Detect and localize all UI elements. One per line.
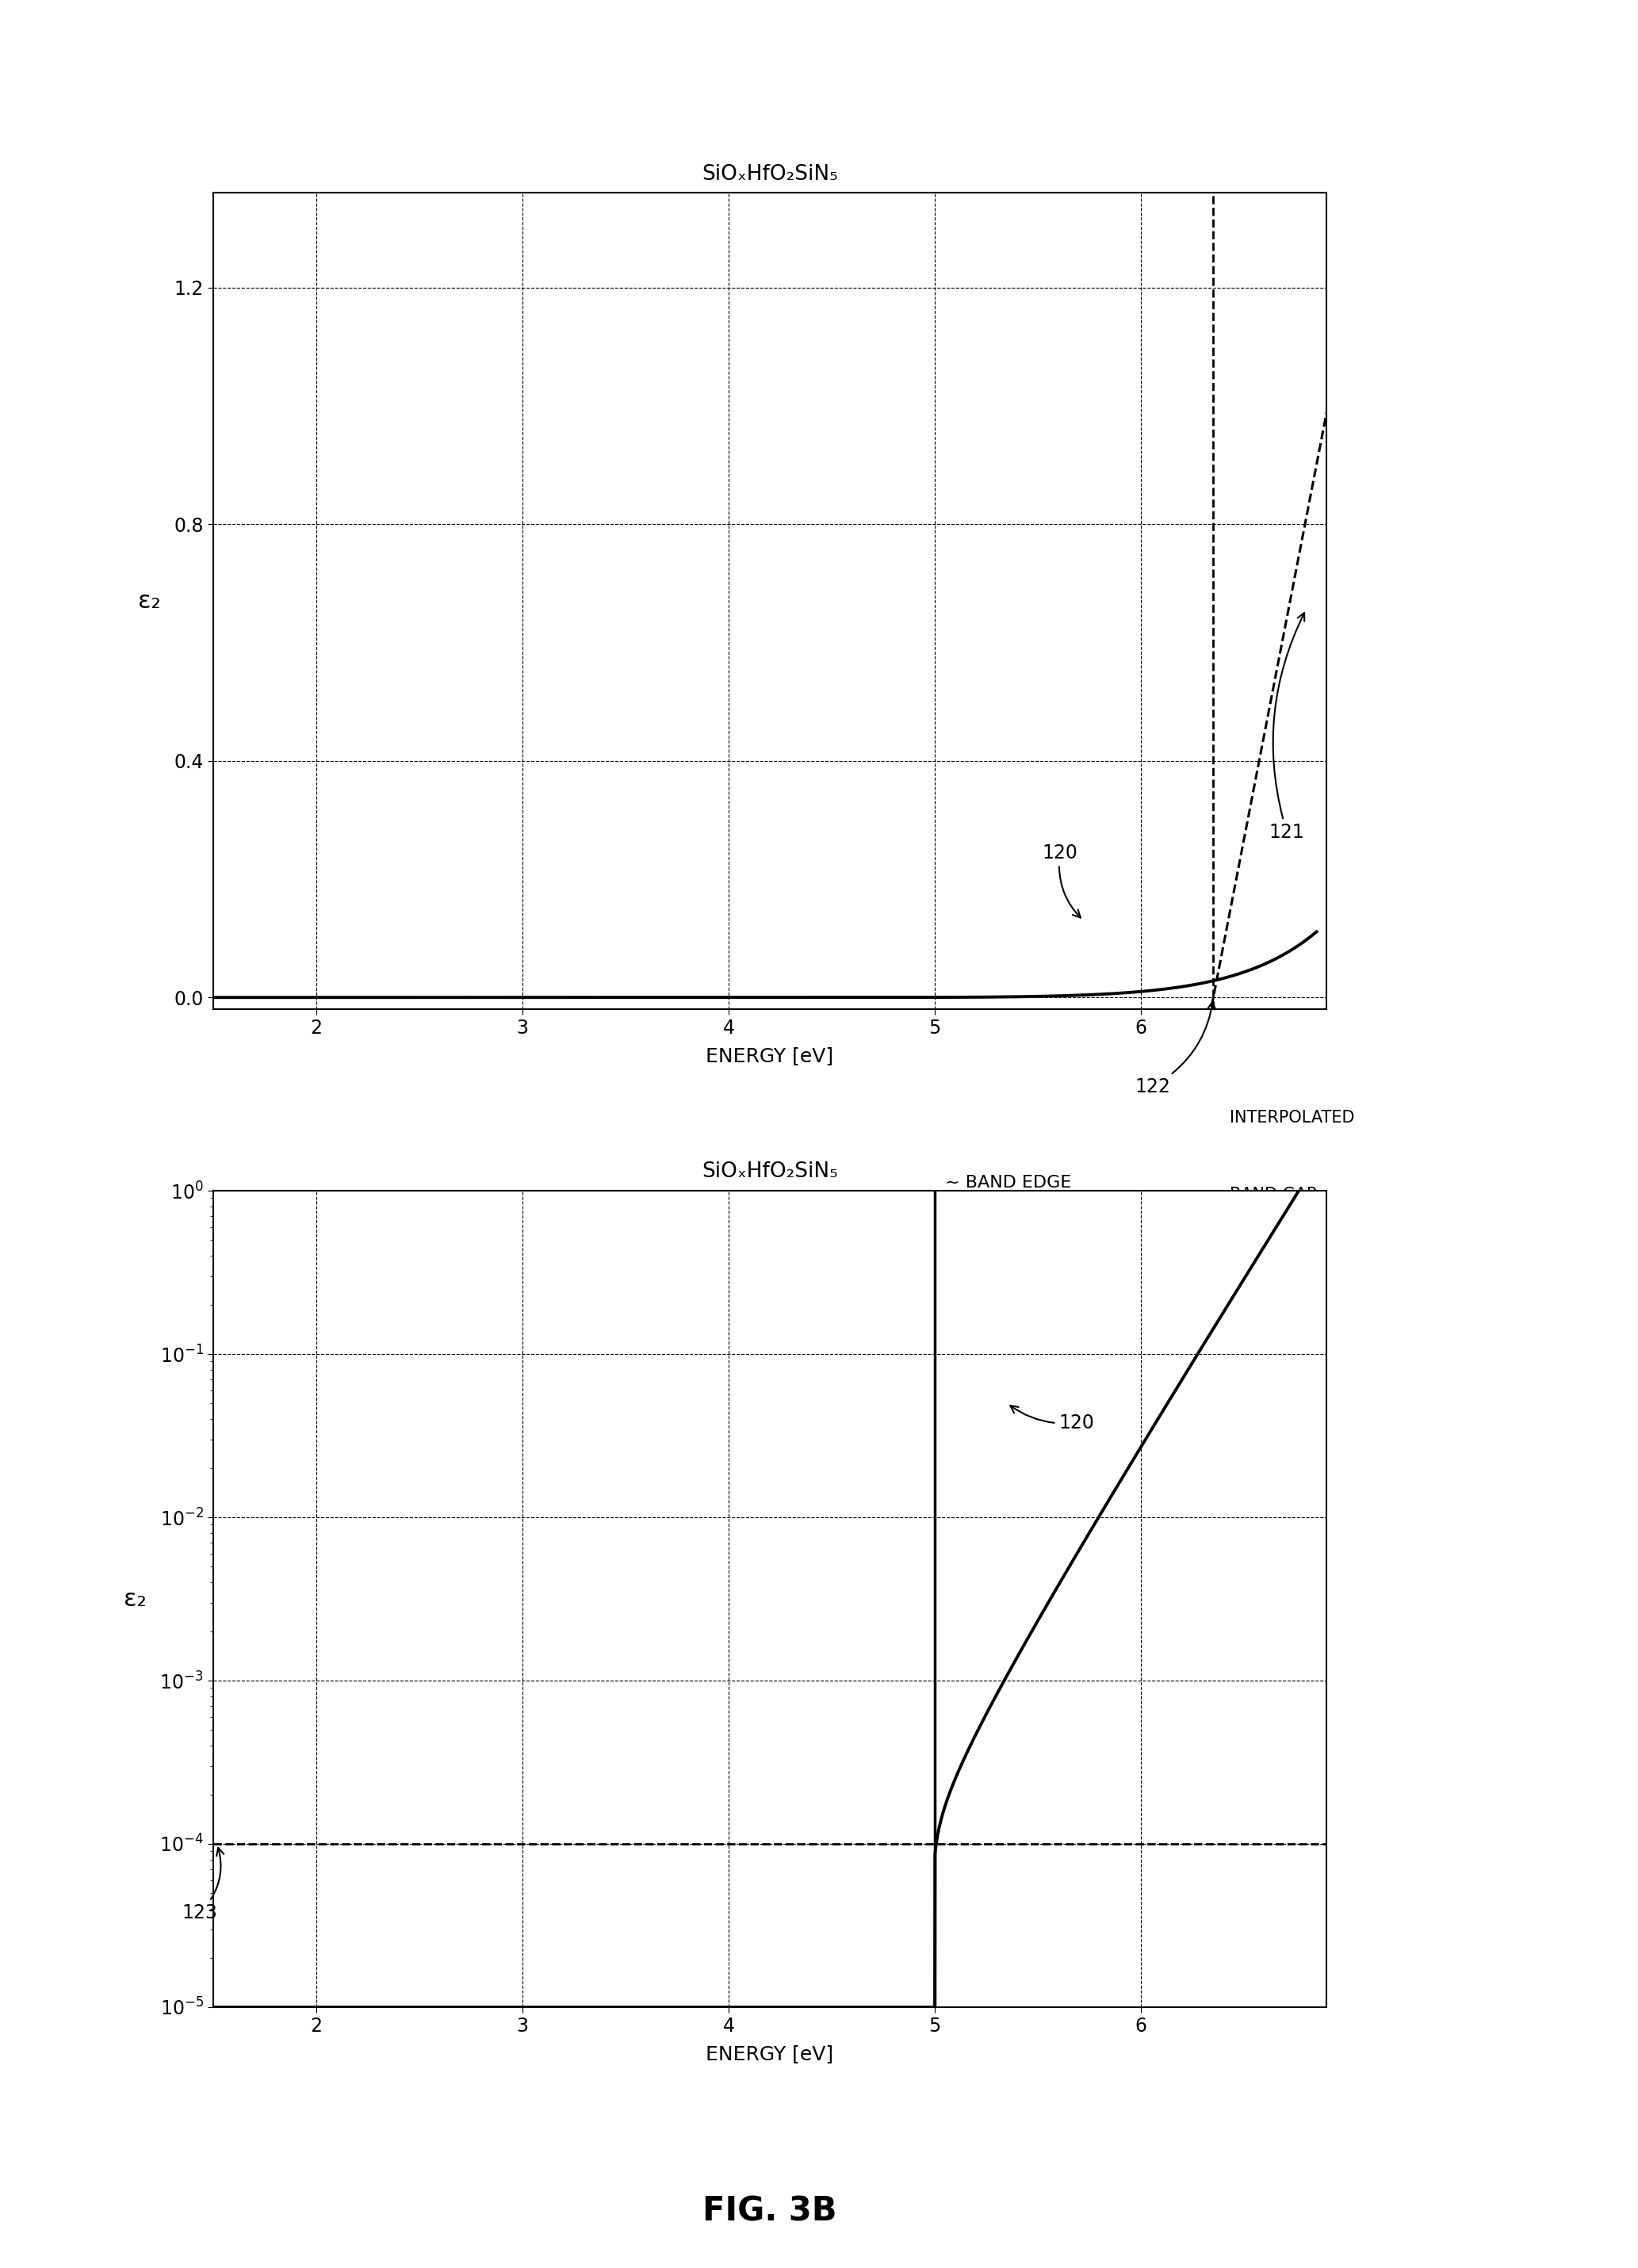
Title: SiOₓHfO₂SiN₅: SiOₓHfO₂SiN₅ (701, 1161, 839, 1182)
Text: INTERPOLATED: INTERPOLATED (1230, 1109, 1355, 1125)
Y-axis label: ε₂: ε₂ (138, 590, 161, 612)
Text: FIG. 3B: FIG. 3B (703, 2195, 837, 2227)
Text: FIG. 3A: FIG. 3A (703, 1238, 837, 1270)
Title: SiOₓHfO₂SiN₅: SiOₓHfO₂SiN₅ (701, 163, 839, 184)
Text: 120: 120 (1011, 1406, 1094, 1433)
Text: 121: 121 (1269, 612, 1304, 841)
Text: 120: 120 (1042, 844, 1081, 919)
Text: 123: 123 (182, 1848, 224, 1923)
X-axis label: ENERGY [eV]: ENERGY [eV] (706, 1046, 834, 1066)
Text: 122: 122 (1135, 1002, 1215, 1095)
Text: ~ BAND EDGE: ~ BAND EDGE (945, 1175, 1071, 1191)
Y-axis label: ε₂: ε₂ (124, 1588, 146, 1610)
X-axis label: ENERGY [eV]: ENERGY [eV] (706, 2043, 834, 2064)
Text: BAND GAP: BAND GAP (1230, 1186, 1317, 1202)
